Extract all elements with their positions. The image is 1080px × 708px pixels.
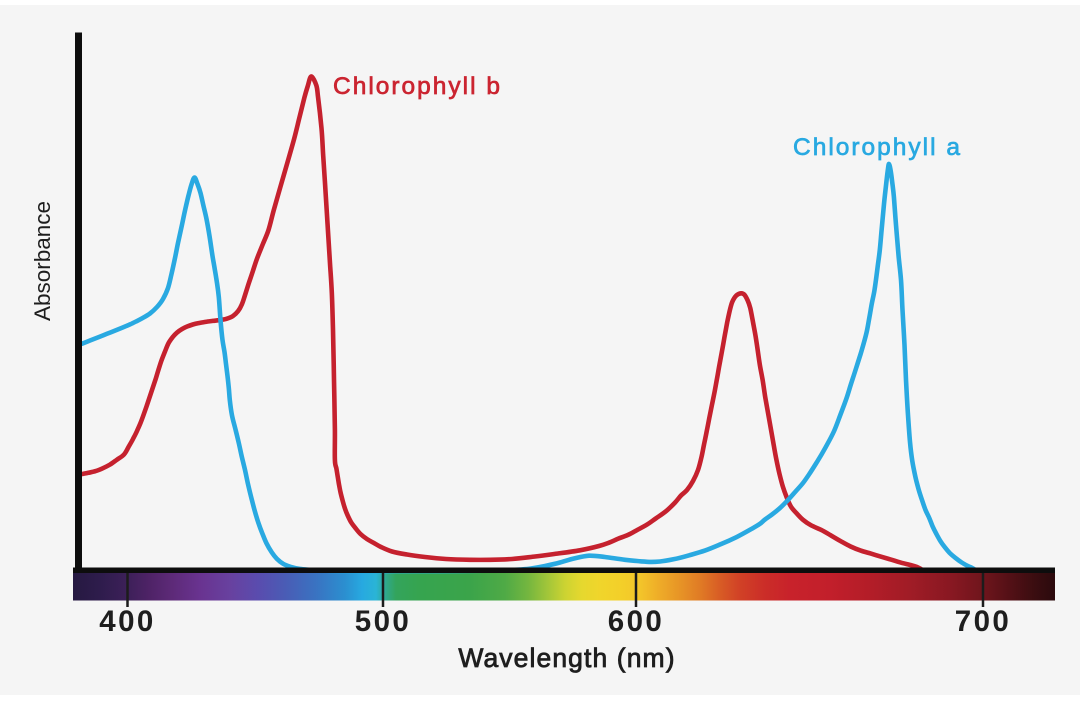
svg-text:600: 600 <box>608 605 664 638</box>
svg-text:400: 400 <box>99 605 155 638</box>
svg-text:Chlorophyll a: Chlorophyll a <box>793 134 962 161</box>
svg-text:Absorbance: Absorbance <box>30 201 55 321</box>
svg-text:700: 700 <box>955 605 1011 638</box>
svg-text:500: 500 <box>355 605 411 638</box>
svg-text:Chlorophyll b: Chlorophyll b <box>333 73 502 100</box>
svg-text:Wavelength (nm): Wavelength (nm) <box>458 643 675 673</box>
